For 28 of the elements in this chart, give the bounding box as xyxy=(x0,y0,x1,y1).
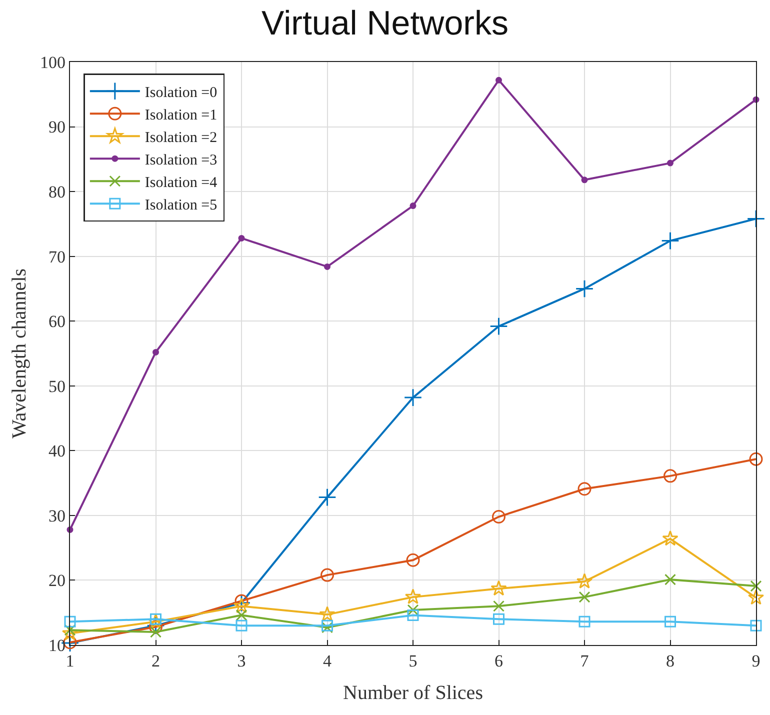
x-tick-label: 6 xyxy=(494,652,503,670)
x-tick-label: 9 xyxy=(752,652,760,670)
y-tick-label: 90 xyxy=(48,118,66,137)
x-tick-label: 4 xyxy=(323,652,332,670)
x-tick-label: 3 xyxy=(237,652,246,670)
legend-label: Isolation =3 xyxy=(144,152,218,168)
y-tick-label: 60 xyxy=(48,312,66,332)
x-tick-label: 8 xyxy=(666,652,674,670)
y-axis-title: Wavelength channels xyxy=(8,268,30,438)
x-tick-label: 2 xyxy=(152,652,160,670)
y-tick-label: 100 xyxy=(40,52,66,72)
legend-label: Isolation =4 xyxy=(144,174,218,191)
legend-label: Isolation =0 xyxy=(144,84,218,101)
x-axis-title: Number of Slices xyxy=(343,682,484,704)
x-tick-label: 7 xyxy=(580,652,590,670)
chart-title: Virtual Networks xyxy=(262,4,508,43)
y-tick-label: 40 xyxy=(48,442,66,461)
legend-label: Isolation =5 xyxy=(144,197,218,214)
legend-label: Isolation =2 xyxy=(144,130,218,146)
x-tick-label: 5 xyxy=(408,652,418,670)
x-tick-label: 1 xyxy=(66,652,74,670)
y-tick-label: 50 xyxy=(48,376,66,396)
legend-label: Isolation =1 xyxy=(144,107,218,124)
y-tick-label: 10 xyxy=(48,636,66,655)
y-tick-label: 20 xyxy=(48,571,66,590)
y-tick-label: 30 xyxy=(48,506,66,526)
y-tick-label: 70 xyxy=(48,247,66,266)
y-tick-label: 80 xyxy=(48,182,66,202)
